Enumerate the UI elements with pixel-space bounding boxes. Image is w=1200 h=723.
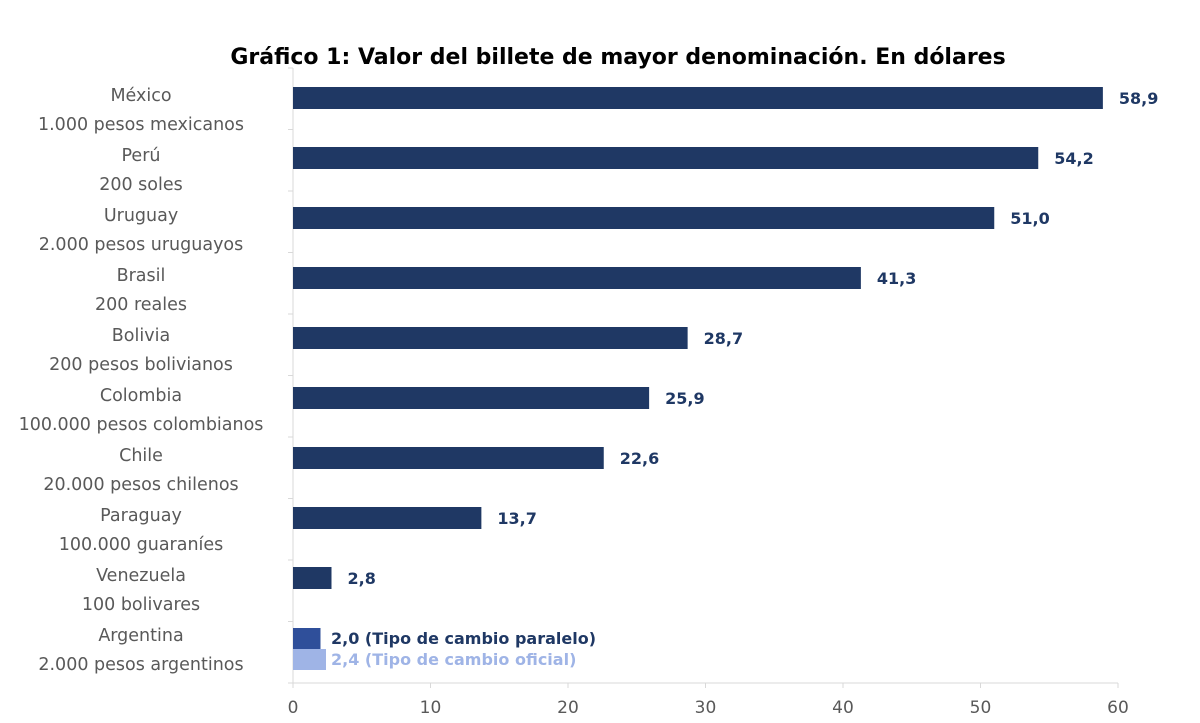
category-label-country: Brasil — [117, 266, 166, 286]
category-label-note: 100.000 pesos colombianos — [19, 415, 264, 435]
category-label-note: 200 reales — [95, 295, 187, 315]
category-label-country: Perú — [122, 146, 161, 166]
bar — [293, 87, 1103, 109]
x-tick-label: 40 — [832, 698, 854, 718]
data-label: 58,9 — [1119, 89, 1158, 108]
data-label: 2,0 (Tipo de cambio paralelo) — [331, 629, 596, 648]
x-tick-label: 10 — [420, 698, 442, 718]
x-tick-label: 60 — [1107, 698, 1129, 718]
data-label: 28,7 — [704, 329, 743, 348]
data-label: 22,6 — [620, 449, 659, 468]
bar — [293, 147, 1039, 169]
category-label-note: 20.000 pesos chilenos — [43, 475, 238, 495]
bar — [293, 387, 650, 409]
x-tick-label: 30 — [695, 698, 717, 718]
category-label-note: 200 pesos bolivianos — [49, 355, 233, 375]
bar — [293, 267, 861, 289]
bar — [293, 207, 995, 229]
data-label: 2,4 (Tipo de cambio oficial) — [331, 650, 576, 669]
data-label: 51,0 — [1010, 209, 1049, 228]
bar — [293, 507, 482, 529]
bar — [293, 628, 321, 649]
data-label: 2,8 — [348, 569, 376, 588]
category-label-country: México — [110, 86, 171, 106]
category-label-country: Argentina — [98, 626, 183, 646]
category-label-note: 100 bolivares — [82, 595, 200, 615]
bar — [293, 567, 332, 589]
category-label-country: Colombia — [100, 386, 182, 406]
bar — [293, 447, 604, 469]
data-label: 54,2 — [1054, 149, 1093, 168]
bar — [293, 327, 688, 349]
x-tick-label: 20 — [557, 698, 579, 718]
category-label-country: Chile — [119, 446, 163, 466]
category-label-country: Venezuela — [96, 566, 186, 586]
chart-title: Gráfico 1: Valor del billete de mayor de… — [230, 45, 1005, 70]
category-label-country: Uruguay — [104, 206, 178, 226]
bar — [293, 649, 326, 670]
category-label-note: 2.000 pesos argentinos — [38, 655, 243, 675]
x-tick-label: 0 — [288, 698, 299, 718]
category-label-note: 1.000 pesos mexicanos — [38, 115, 244, 135]
data-label: 25,9 — [665, 389, 704, 408]
category-label-note: 100.000 guaraníes — [59, 535, 224, 555]
x-tick-label: 50 — [970, 698, 992, 718]
category-label-note: 200 soles — [99, 175, 183, 195]
data-label: 41,3 — [877, 269, 916, 288]
data-label: 13,7 — [497, 509, 536, 528]
category-label-country: Paraguay — [100, 506, 182, 526]
category-label-country: Bolivia — [112, 326, 170, 346]
category-label-note: 2.000 pesos uruguayos — [39, 235, 244, 255]
